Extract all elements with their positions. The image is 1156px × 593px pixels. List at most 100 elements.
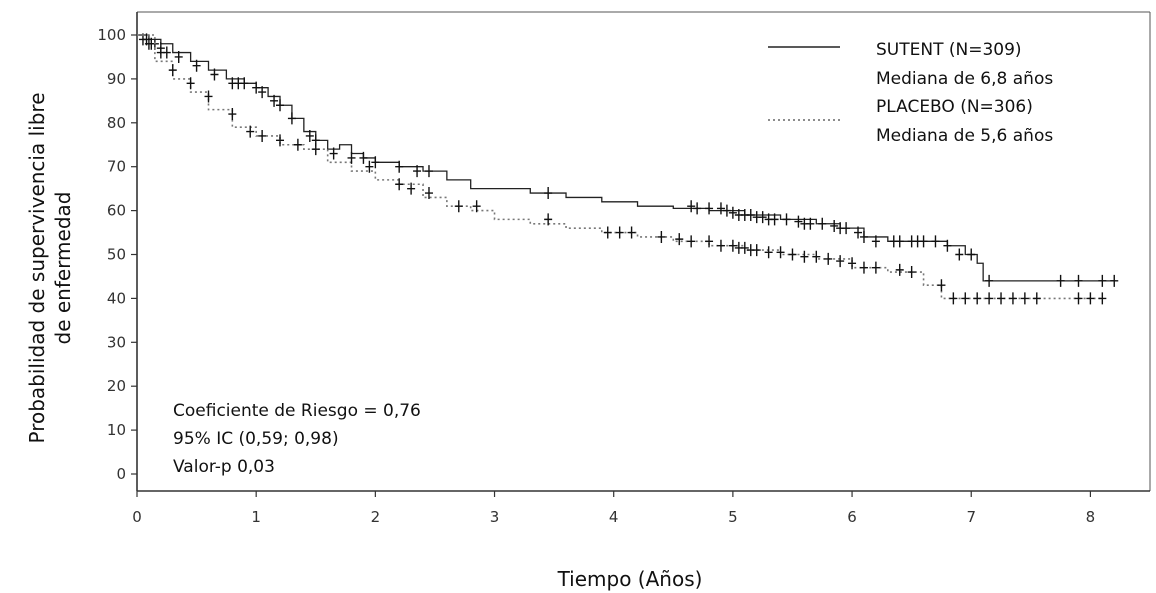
censor-mark [1074, 274, 1083, 287]
censor-mark [246, 125, 255, 138]
censor-mark [687, 235, 696, 248]
censor-mark [413, 165, 422, 178]
censor-mark [347, 151, 356, 164]
censor-mark [270, 94, 279, 107]
censor-mark [895, 263, 904, 276]
censor-mark [907, 266, 916, 279]
x-tick-label: 6 [847, 508, 857, 526]
y-axis-title-line2: de enfermedad [51, 192, 75, 345]
x-tick-label: 3 [490, 508, 500, 526]
censor-mark [276, 134, 285, 147]
censor-mark [782, 213, 791, 226]
censor-mark [859, 230, 868, 243]
y-tick-label: 40 [107, 289, 126, 307]
censor-mark [305, 129, 314, 142]
censor-marks-placebo [144, 37, 1107, 305]
censor-mark [627, 226, 636, 239]
y-tick-label: 0 [116, 465, 126, 483]
censor-mark [311, 143, 320, 156]
censor-mark [359, 151, 368, 164]
censor-mark [544, 187, 553, 200]
censor-mark [693, 202, 702, 215]
censor-mark [758, 211, 767, 224]
x-tick-label: 0 [132, 508, 142, 526]
censor-mark [752, 244, 761, 257]
censor-mark [544, 213, 553, 226]
legend: SUTENT (N=309) Mediana de 6,8 años PLACE… [768, 40, 1053, 146]
censor-mark [657, 230, 666, 243]
censor-mark [258, 86, 267, 99]
censor-mark [424, 187, 433, 200]
y-tick-label: 90 [107, 70, 126, 88]
censor-mark [931, 235, 940, 248]
censor-mark [1032, 292, 1041, 305]
censor-mark [716, 239, 725, 252]
censor-mark [371, 156, 380, 169]
legend-label-sutent: SUTENT (N=309) [876, 40, 1022, 60]
censor-mark [919, 235, 928, 248]
plot-frame [136, 11, 1151, 492]
series-layer [137, 33, 1119, 305]
y-tick-label: 20 [107, 377, 126, 395]
censor-mark [776, 246, 785, 259]
censor-mark [943, 239, 952, 252]
censor-mark [770, 213, 779, 226]
x-tick-label: 4 [609, 508, 619, 526]
censor-mark [973, 292, 982, 305]
confidence-interval-text: 95% IC (0,59; 0,98) [173, 429, 339, 449]
stats-annotation: Coeficiente de Riesgo = 0,76 95% IC (0,5… [173, 401, 421, 477]
y-tick-label: 100 [97, 26, 126, 44]
censor-mark [1056, 274, 1065, 287]
x-tick-label: 5 [728, 508, 738, 526]
censor-mark [603, 226, 612, 239]
censor-mark [842, 222, 851, 235]
censor-mark [955, 248, 964, 261]
censor-mark [871, 235, 880, 248]
censor-mark [830, 219, 839, 232]
censor-mark [1098, 274, 1107, 287]
censor-mark [204, 90, 213, 103]
censor-mark [764, 246, 773, 259]
hazard-ratio-text: Coeficiente de Riesgo = 0,76 [173, 401, 421, 421]
censor-mark [1110, 274, 1119, 287]
censor-mark [329, 147, 338, 160]
x-tick-label: 7 [966, 508, 976, 526]
censor-mark [675, 233, 684, 246]
censor-mark [746, 208, 755, 221]
censor-mark [1086, 292, 1095, 305]
censor-mark [997, 292, 1006, 305]
legend-median-placebo: Mediana de 5,6 años [876, 126, 1053, 146]
legend-median-sutent: Mediana de 6,8 años [876, 69, 1053, 89]
y-tick-label: 60 [107, 202, 126, 220]
censor-mark [424, 165, 433, 178]
censor-mark [705, 202, 714, 215]
y-axis-ticks: 0 10 20 30 40 50 60 70 80 90 100 [97, 26, 137, 483]
censor-mark [1074, 292, 1083, 305]
censor-marks-sutent [138, 33, 1119, 287]
censor-mark [186, 77, 195, 90]
x-axis-title: Tiempo (Años) [557, 567, 703, 591]
censor-mark [228, 108, 237, 121]
censor-mark [258, 129, 267, 142]
y-tick-label: 10 [107, 421, 126, 439]
censor-mark [276, 99, 285, 112]
x-tick-label: 8 [1086, 508, 1096, 526]
censor-mark [985, 274, 994, 287]
p-value-text: Valor-p 0,03 [173, 457, 275, 477]
censor-mark [985, 292, 994, 305]
legend-label-placebo: PLACEBO (N=306) [876, 97, 1033, 117]
censor-mark [705, 235, 714, 248]
censor-mark [168, 64, 177, 77]
x-tick-label: 2 [371, 508, 381, 526]
x-tick-label: 1 [251, 508, 261, 526]
series-line-placebo [137, 34, 1103, 300]
censor-mark [848, 257, 857, 270]
censor-mark [800, 250, 809, 263]
censor-mark [728, 206, 737, 219]
y-tick-label: 50 [107, 246, 126, 264]
y-tick-label: 70 [107, 158, 126, 176]
censor-mark [174, 50, 183, 63]
censor-mark [728, 239, 737, 252]
censor-mark [788, 248, 797, 261]
